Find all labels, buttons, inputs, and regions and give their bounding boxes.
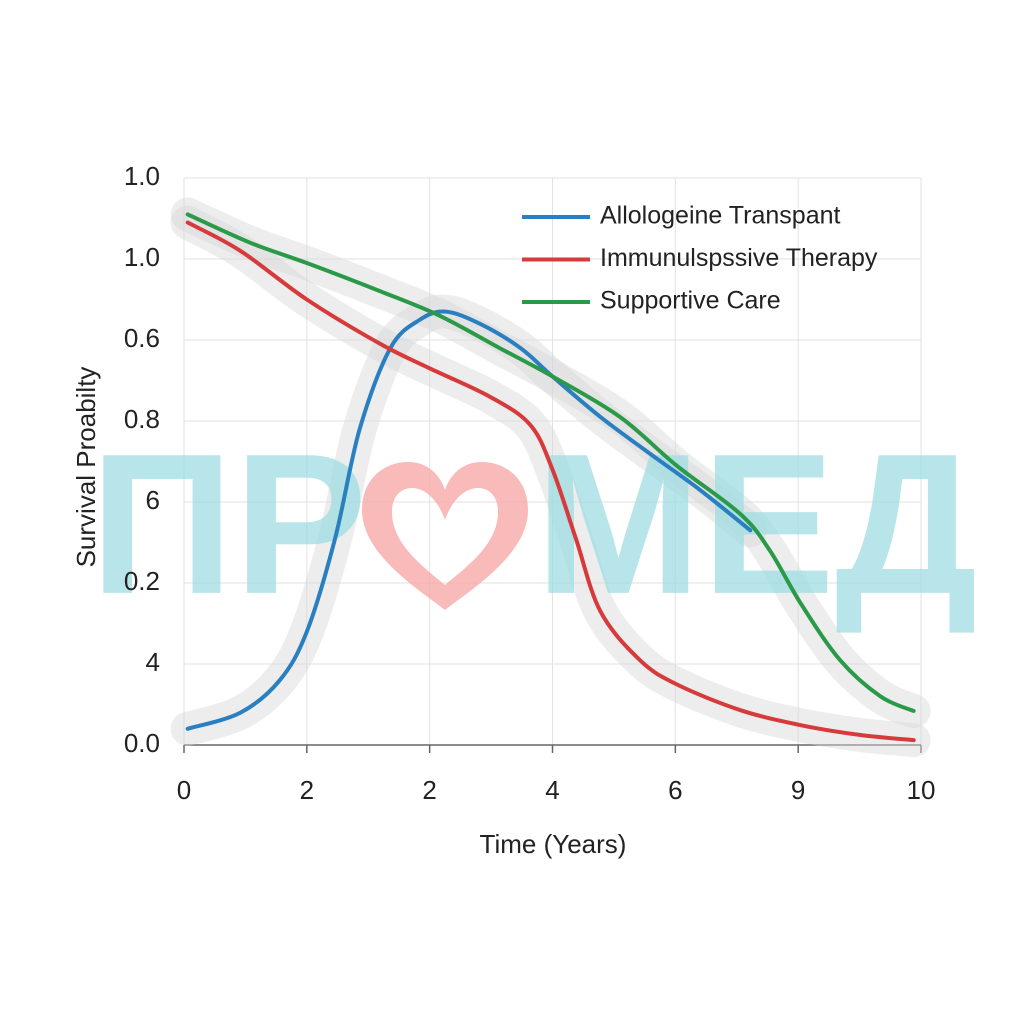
y-tick-label: 6 xyxy=(146,485,160,515)
series-line xyxy=(185,309,753,731)
y-tick-label: 0.6 xyxy=(124,323,160,353)
x-tick-label: 2 xyxy=(300,775,314,805)
y-tick-label: 0.0 xyxy=(124,728,160,758)
legend-label: Supportive Care xyxy=(600,287,781,315)
x-tick-label: 6 xyxy=(668,775,682,805)
y-tick-label: 0.2 xyxy=(124,566,160,596)
x-tick-label: 9 xyxy=(791,775,805,805)
y-tick-label: 0.8 xyxy=(124,404,160,434)
legend-label: Immunulspssive Therapy xyxy=(600,244,878,272)
x-axis-label: Time (Years) xyxy=(480,829,627,859)
x-tick-label: 4 xyxy=(545,775,559,805)
x-tick-label: 0 xyxy=(177,775,191,805)
watermark-text: МЕД xyxy=(535,413,977,636)
series-line xyxy=(185,212,916,713)
grid xyxy=(183,177,922,753)
watermark-text: ПР xyxy=(90,413,367,636)
watermark: ПР МЕД xyxy=(90,413,977,636)
series-line xyxy=(185,220,916,743)
y-tick-label: 1.0 xyxy=(124,242,160,272)
lines xyxy=(185,212,916,743)
watermark-heart xyxy=(362,462,528,610)
y-tick-label: 4 xyxy=(146,647,160,677)
y-tick-label: 1.0 xyxy=(124,161,160,191)
legend: Allologeine Transpant Immunulspssive Ther… xyxy=(522,202,878,315)
y-axis-label: Survival Proabilty xyxy=(71,367,101,568)
x-tick-label: 2 xyxy=(422,775,436,805)
x-tick-label: 10 xyxy=(907,775,936,805)
legend-label: Allologeine Transpant xyxy=(600,202,840,230)
